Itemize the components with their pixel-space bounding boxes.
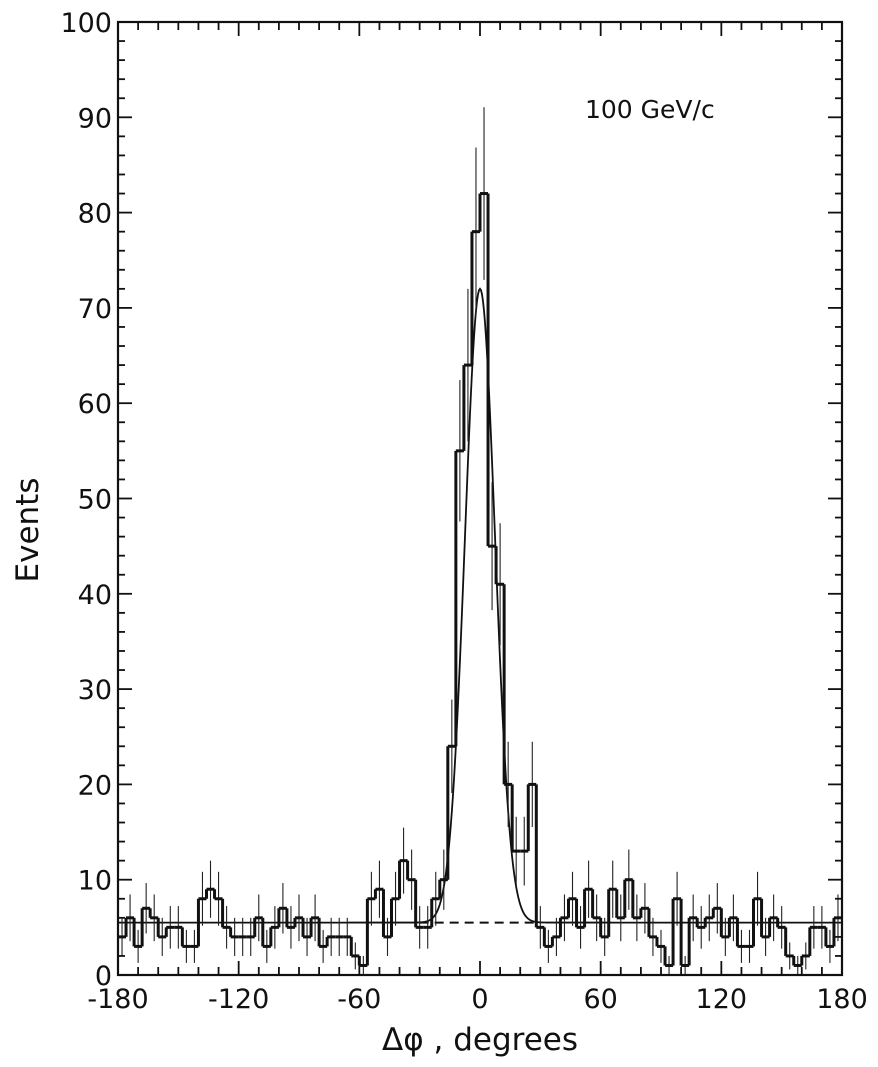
- y-axis-title: Events: [10, 478, 46, 583]
- x-tick-label: -60: [337, 984, 381, 1015]
- x-tick-label: 120: [696, 984, 748, 1015]
- x-tick-label: 60: [583, 984, 617, 1015]
- fit-curve: [118, 287, 842, 924]
- y-tick-label: 20: [78, 770, 112, 801]
- x-tick-label: -120: [208, 984, 269, 1015]
- axis-layer: -180 -120 -60 0 60 120 180 0 10 20 30 40 50 60 70 80 90 1…: [60, 8, 867, 1015]
- y-tick-label: 10: [78, 866, 112, 897]
- y-tick-label: 90: [78, 103, 112, 134]
- y-tick-label: 0: [95, 961, 112, 992]
- x-tick-label: 180: [816, 984, 868, 1015]
- y-tick-label: 100: [60, 8, 112, 39]
- y-tick-label: 30: [78, 675, 112, 706]
- y-tick-label: 40: [78, 580, 112, 611]
- x-axis-title: Δφ , degrees: [382, 1022, 578, 1058]
- y-tick-label: 70: [78, 294, 112, 325]
- y-tick-label: 60: [78, 389, 112, 420]
- y-tick-label: 80: [78, 199, 112, 230]
- energy-annotation: 100 GeV/c: [585, 95, 715, 124]
- x-tick-label: 0: [471, 984, 488, 1015]
- y-tick-label: 50: [78, 485, 112, 516]
- data-layer: [118, 107, 842, 975]
- x-tick-label: -180: [87, 984, 148, 1015]
- plot-frame: [116, 20, 844, 977]
